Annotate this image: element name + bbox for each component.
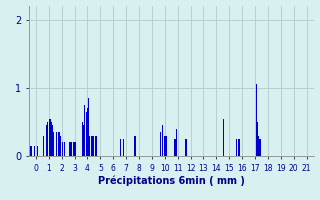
Bar <box>237 139 239 156</box>
Bar <box>256 84 257 156</box>
Bar <box>51 122 52 156</box>
Bar <box>236 139 237 156</box>
Bar <box>70 142 71 156</box>
Bar <box>30 146 31 156</box>
Bar <box>123 139 124 156</box>
Bar <box>91 136 92 156</box>
Bar <box>94 136 96 156</box>
Bar <box>164 136 165 156</box>
Bar <box>89 136 91 156</box>
Bar <box>53 132 54 156</box>
Bar <box>162 125 163 156</box>
Bar <box>96 136 97 156</box>
Bar <box>257 122 258 156</box>
Bar <box>82 122 83 156</box>
Bar <box>186 139 187 156</box>
Bar <box>36 146 38 156</box>
Bar <box>223 118 225 156</box>
Bar <box>176 129 177 156</box>
Bar <box>120 139 121 156</box>
Bar <box>59 132 60 156</box>
Bar <box>49 118 51 156</box>
Bar <box>174 139 176 156</box>
Bar <box>52 125 53 156</box>
Bar <box>62 142 63 156</box>
Bar <box>160 132 161 156</box>
Bar <box>84 105 85 156</box>
Bar <box>34 146 35 156</box>
Bar <box>258 136 259 156</box>
Bar <box>31 146 32 156</box>
Bar <box>47 122 48 156</box>
Bar <box>45 125 47 156</box>
Bar <box>56 132 57 156</box>
Bar <box>43 136 44 156</box>
X-axis label: Précipitations 6min ( mm ): Précipitations 6min ( mm ) <box>98 175 244 186</box>
Bar <box>75 142 76 156</box>
Bar <box>69 142 70 156</box>
Bar <box>87 108 88 156</box>
Bar <box>92 136 93 156</box>
Bar <box>85 112 87 156</box>
Bar <box>60 136 61 156</box>
Bar <box>88 98 89 156</box>
Bar <box>93 136 94 156</box>
Bar <box>165 136 166 156</box>
Bar <box>64 142 65 156</box>
Bar <box>83 125 84 156</box>
Bar <box>74 142 75 156</box>
Bar <box>185 139 186 156</box>
Bar <box>71 142 72 156</box>
Bar <box>73 142 74 156</box>
Bar <box>134 136 136 156</box>
Bar <box>239 139 240 156</box>
